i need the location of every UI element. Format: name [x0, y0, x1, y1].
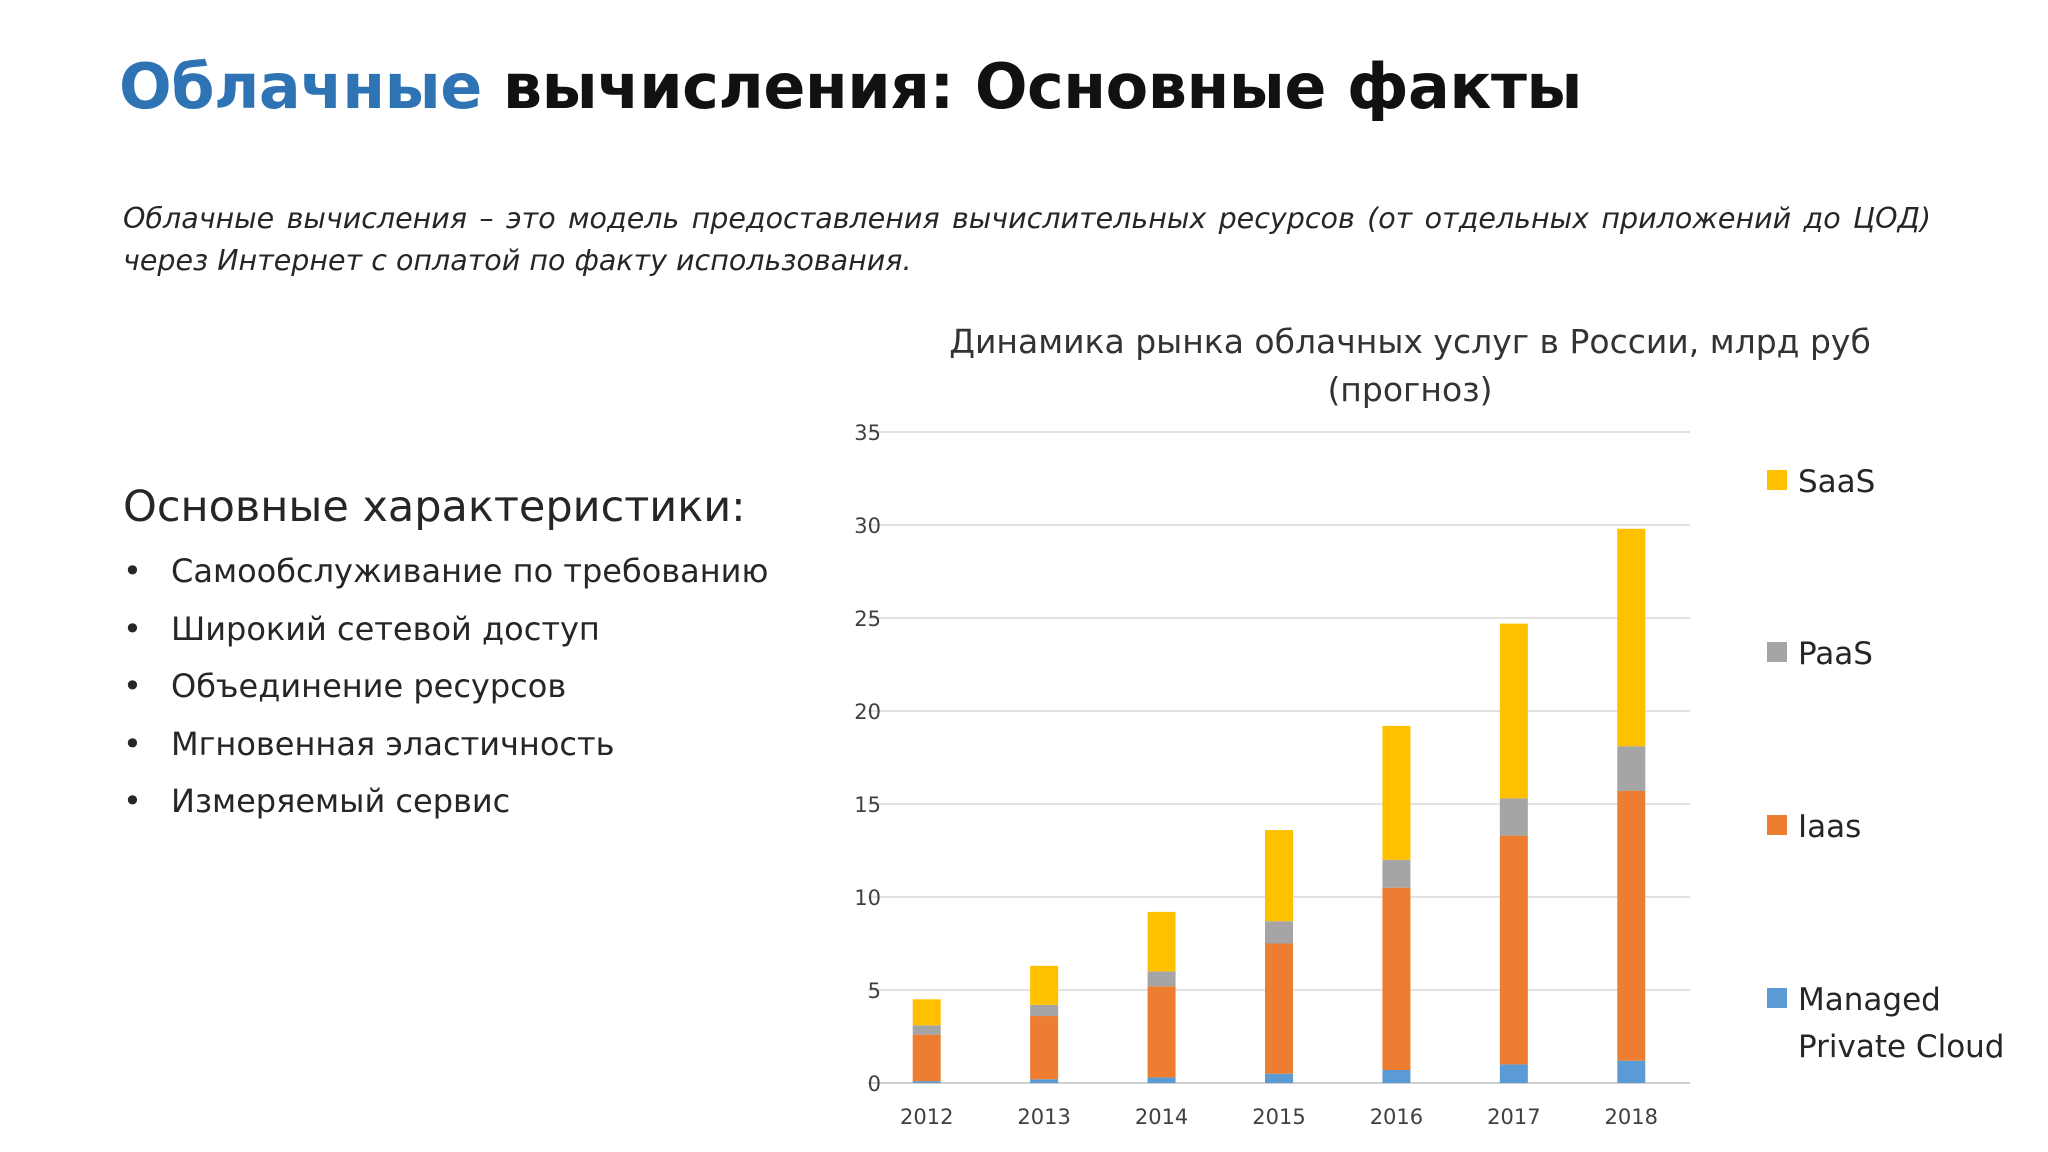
bar-segment: [1382, 859, 1411, 888]
feature-label: Измеряемый сервис: [171, 782, 511, 820]
chart-title: Динамика рынка облачных услуг в России, …: [900, 318, 1920, 414]
bar-segment: [1265, 943, 1293, 1074]
y-tick-label: 35: [854, 421, 881, 445]
y-tick-label: 30: [854, 514, 881, 538]
y-tick-label: 15: [854, 793, 881, 817]
legend-label: Private Cloud: [1798, 1029, 2004, 1065]
bullet-icon: •: [123, 552, 142, 590]
feature-label: Мгновенная эластичность: [171, 724, 615, 763]
bullet-icon: •: [123, 724, 142, 763]
bar-segment: [1499, 623, 1528, 799]
feature-label: Самообслуживание по требованию: [171, 552, 769, 590]
bar-segment: [1030, 1079, 1059, 1083]
bar-segment: [1617, 1060, 1646, 1083]
features-heading: Основные характеристики:: [123, 482, 746, 532]
bar-segment: [912, 1081, 941, 1083]
y-tick-label: 25: [854, 607, 881, 631]
bar-segment: [1147, 986, 1176, 1078]
x-tick-label: 2016: [1370, 1105, 1423, 1129]
legend-label: SaaS: [1798, 464, 1875, 500]
legend-swatch: [1767, 815, 1787, 835]
bar-segment: [912, 999, 941, 1026]
bar-segment: [1265, 1073, 1293, 1083]
legend-swatch: [1767, 988, 1787, 1008]
bar-segment: [1265, 830, 1293, 922]
x-tick-label: 2013: [1017, 1105, 1070, 1129]
bar-segment: [1030, 1016, 1059, 1080]
bar-segment: [1382, 725, 1411, 860]
legend-label: PaaS: [1798, 636, 1873, 672]
bar-segment: [1499, 1064, 1528, 1083]
bar-segment: [912, 1034, 941, 1082]
bar-segment: [1265, 921, 1293, 944]
definition-text: Облачные вычисления – это модель предост…: [123, 202, 1931, 277]
bar-segment: [1030, 1004, 1059, 1017]
slide-title: Облачные вычисления: Основные факты: [119, 50, 1582, 123]
y-tick-label: 10: [854, 886, 881, 910]
x-tick-label: 2012: [900, 1105, 953, 1129]
legend-label: Managed: [1798, 982, 1941, 1018]
chart-title-line: Динамика рынка облачных услуг в России, …: [949, 322, 1871, 361]
y-tick-label: 0: [868, 1072, 881, 1096]
slide-title-accent: Облачные: [119, 50, 482, 123]
bar-segment: [1382, 887, 1411, 1070]
legend-swatch: [1767, 642, 1787, 662]
legend-label: Iaas: [1798, 809, 1861, 845]
bullet-icon: •: [123, 667, 142, 705]
x-tick-label: 2017: [1487, 1105, 1540, 1129]
bar-segment: [1147, 1077, 1176, 1083]
legend-swatch: [1767, 470, 1787, 490]
bar-segment: [1617, 746, 1646, 791]
bar-segment: [1617, 528, 1646, 747]
slide-title-rest: вычисления: Основные факты: [502, 50, 1583, 123]
bar-segment: [1147, 971, 1176, 987]
y-tick-label: 5: [868, 979, 881, 1003]
bar-segment: [912, 1025, 941, 1035]
bar-segment: [1147, 911, 1176, 972]
bar-segment: [1499, 835, 1528, 1065]
bullet-icon: •: [123, 782, 142, 820]
x-tick-label: 2018: [1605, 1105, 1658, 1129]
bar-segment: [1030, 965, 1059, 1005]
y-tick-label: 20: [854, 700, 881, 724]
bar-segment: [1499, 798, 1528, 836]
feature-label: Широкий сетевой доступ: [171, 609, 600, 648]
x-tick-label: 2014: [1135, 1105, 1188, 1129]
x-tick-label: 2015: [1252, 1105, 1305, 1129]
bar-segment: [1617, 790, 1646, 1061]
bar-segment: [1382, 1069, 1411, 1083]
bullet-icon: •: [123, 609, 142, 648]
chart-title-line: (прогноз): [1327, 370, 1493, 409]
feature-label: Объединение ресурсов: [171, 667, 567, 705]
